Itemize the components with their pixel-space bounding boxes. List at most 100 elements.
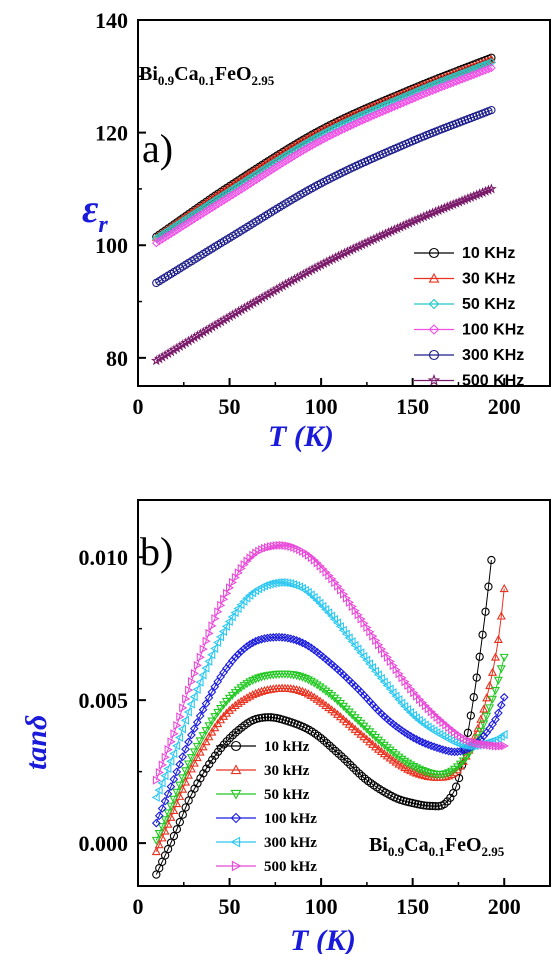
data-point	[207, 203, 217, 213]
data-point	[186, 754, 196, 763]
panel-b: 0 50 100 150 200 0.000 0.005 0.010 b) Bi0.9Ca0.…	[20, 499, 551, 954]
data-point	[471, 189, 483, 200]
data-point	[255, 714, 264, 723]
data-point	[326, 611, 336, 621]
data-point	[163, 789, 173, 799]
data-point	[413, 92, 423, 101]
formula-a-feo-sub: 2.95	[252, 73, 275, 88]
data-point	[243, 181, 252, 190]
data-point	[201, 727, 211, 736]
data-point	[428, 801, 437, 811]
legend-label: 30 KHz	[462, 271, 515, 288]
formula-b-ca-sub: 0.1	[429, 844, 445, 859]
data-point	[328, 130, 338, 139]
data-point	[289, 635, 299, 644]
data-point	[187, 730, 196, 740]
series-300-khz	[152, 105, 496, 288]
data-point	[413, 800, 423, 809]
formula-a-ca: Ca	[174, 63, 198, 85]
data-point	[204, 656, 213, 666]
data-point	[295, 672, 305, 681]
data-point	[482, 693, 492, 702]
data-point	[321, 256, 333, 267]
data-point	[414, 765, 424, 774]
data-point	[455, 760, 465, 769]
formula-b: Bi0.9Ca0.1FeO2.95	[369, 834, 505, 859]
data-point	[493, 676, 503, 685]
data-point	[287, 153, 296, 162]
data-point	[321, 605, 330, 615]
data-point	[221, 621, 230, 631]
data-point	[286, 634, 296, 644]
data-point	[469, 693, 478, 702]
data-point	[368, 233, 380, 244]
x-tick-label: 200	[488, 394, 521, 419]
data-point	[487, 105, 496, 115]
data-point	[491, 715, 500, 724]
data-point	[490, 686, 500, 696]
data-point	[459, 194, 471, 205]
data-point	[204, 722, 214, 731]
data-point	[230, 700, 240, 709]
data-point	[169, 795, 179, 804]
data-point	[447, 747, 456, 757]
data-point	[283, 277, 294, 288]
data-point	[362, 655, 371, 665]
data-point	[439, 202, 450, 213]
series-50-khz	[151, 653, 509, 845]
data-point	[166, 756, 175, 766]
data-point	[392, 100, 402, 110]
formula-b-bi: Bi	[369, 834, 388, 856]
data-point	[352, 766, 361, 775]
data-point	[328, 744, 337, 753]
data-point	[431, 802, 440, 811]
legend-marker	[230, 740, 242, 752]
data-point	[388, 688, 397, 698]
data-point	[169, 774, 179, 784]
data-point	[260, 169, 270, 179]
data-point	[331, 128, 340, 138]
data-point	[318, 257, 330, 269]
data-point	[293, 149, 302, 159]
data-point	[321, 687, 331, 696]
data-point	[407, 94, 417, 104]
data-point	[339, 247, 350, 258]
data-point	[166, 229, 176, 239]
data-point	[230, 653, 240, 662]
data-point	[451, 782, 461, 791]
data-point	[496, 665, 506, 674]
data-point	[370, 666, 380, 676]
data-point	[271, 632, 281, 642]
data-point	[259, 685, 270, 695]
data-point	[439, 81, 449, 91]
data-point	[447, 198, 459, 209]
data-point	[170, 729, 179, 739]
formula-a-bi-sub: 0.9	[158, 73, 175, 88]
data-point	[458, 746, 468, 755]
data-point	[449, 765, 460, 774]
data-point	[382, 744, 392, 753]
data-point	[290, 151, 299, 161]
y-tick-label: 140	[95, 8, 128, 33]
legend-entry: 30 KHz	[414, 271, 515, 288]
data-point	[365, 659, 374, 669]
data-point	[385, 684, 394, 694]
data-point	[233, 649, 243, 659]
data-point	[417, 767, 427, 776]
data-point	[245, 179, 255, 189]
data-point	[340, 124, 349, 134]
data-point	[245, 640, 255, 649]
data-point	[307, 141, 317, 150]
data-point	[300, 267, 312, 278]
data-point	[185, 685, 194, 695]
legend-entry: 30 kHz	[216, 763, 310, 779]
plot-frame-a	[137, 19, 551, 387]
legend-label: 30 kHz	[264, 763, 310, 779]
data-point	[309, 592, 318, 602]
data-point	[394, 695, 403, 705]
data-point	[227, 656, 237, 666]
data-point	[189, 748, 199, 757]
data-point	[416, 91, 426, 100]
data-point	[388, 748, 398, 758]
data-point	[444, 200, 456, 211]
